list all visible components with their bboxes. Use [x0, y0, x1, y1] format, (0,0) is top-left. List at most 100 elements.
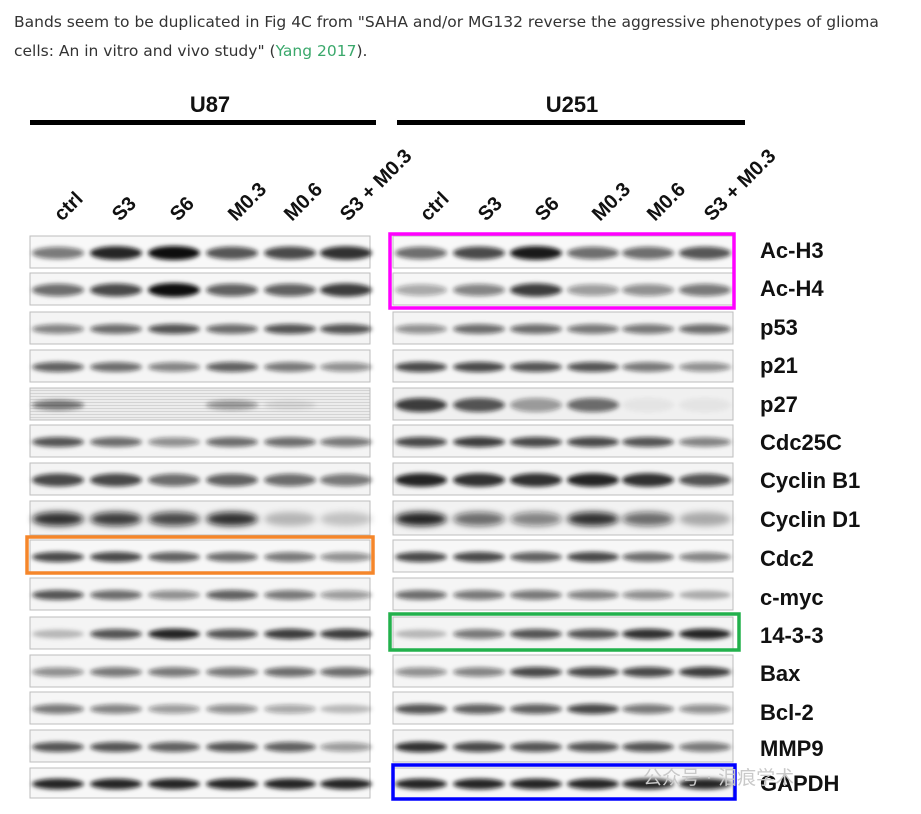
band [148, 742, 200, 752]
blot-strip-cyclin-d1 [392, 500, 734, 536]
band [453, 361, 505, 373]
band [622, 473, 674, 487]
band [90, 741, 142, 753]
band [679, 590, 731, 600]
band [453, 473, 505, 487]
band [206, 246, 258, 260]
watermark: 公众号 · 泪痕学术 [643, 767, 794, 789]
band [395, 473, 447, 487]
lane-label-u87: S6 [166, 193, 199, 226]
band [567, 703, 619, 715]
band [32, 629, 84, 639]
band [206, 324, 258, 334]
band [206, 590, 258, 600]
band [453, 324, 505, 334]
band [510, 246, 562, 260]
protein-label: Cyclin B1 [760, 468, 860, 493]
band [453, 246, 505, 260]
band [510, 590, 562, 600]
band [395, 703, 447, 715]
blot-strip-ac-h3 [392, 235, 734, 269]
protein-label: p53 [760, 315, 798, 340]
band [679, 704, 731, 714]
band [510, 512, 562, 526]
caption-text: Bands seem to be duplicated in Fig 4C fr… [14, 13, 879, 60]
band [264, 283, 316, 297]
band [264, 628, 316, 640]
band [320, 667, 372, 677]
band [320, 512, 372, 526]
band [264, 437, 316, 447]
citation-link[interactable]: Yang 2017 [275, 42, 357, 60]
blot-strip-c-myc [392, 577, 734, 611]
band [148, 512, 200, 526]
band [395, 324, 447, 334]
protein-label: p21 [760, 353, 798, 378]
band [206, 283, 258, 297]
band [453, 398, 505, 412]
band [32, 741, 84, 753]
blot-strip-p53 [392, 311, 734, 345]
protein-label: Cyclin D1 [760, 507, 860, 532]
band [510, 704, 562, 714]
band [320, 742, 372, 752]
band [32, 246, 84, 260]
band [395, 629, 447, 639]
band [32, 436, 84, 448]
blot-strip-p27 [29, 387, 371, 421]
band [622, 246, 674, 260]
band [679, 742, 731, 752]
band [90, 362, 142, 372]
caption: Bands seem to be duplicated in Fig 4C fr… [14, 8, 894, 66]
band [32, 324, 84, 334]
band [395, 361, 447, 373]
band [622, 590, 674, 600]
band [567, 551, 619, 563]
blot-strip-bax [29, 654, 372, 688]
band [567, 741, 619, 753]
band [567, 398, 619, 412]
band [453, 629, 505, 639]
group-label-u87: U87 [190, 92, 230, 117]
blot-strip-p53 [29, 311, 372, 345]
lane-label-u87: M0.6 [280, 179, 327, 226]
band [90, 437, 142, 447]
band [567, 512, 619, 526]
band [679, 552, 731, 562]
band [148, 283, 200, 297]
band [622, 284, 674, 296]
band [395, 667, 447, 677]
band [510, 666, 562, 678]
band [567, 284, 619, 296]
caption-text-end: ). [356, 42, 368, 60]
protein-label: Ac-H4 [760, 276, 824, 301]
band [148, 778, 200, 790]
band [453, 284, 505, 296]
band [567, 436, 619, 448]
band [622, 324, 674, 334]
blot-strip-p21 [29, 349, 372, 383]
band [395, 512, 447, 526]
band [90, 628, 142, 640]
band [567, 324, 619, 334]
lane-label-u87: S3 + M0.3 [336, 145, 416, 225]
band [395, 436, 447, 448]
band [90, 551, 142, 563]
highlight-box-orange [25, 535, 375, 575]
band [622, 398, 674, 412]
band [206, 473, 258, 487]
protein-label: Cdc2 [760, 546, 814, 571]
blot-strip-gapdh [29, 767, 372, 799]
band [264, 323, 316, 335]
band [510, 361, 562, 373]
band [320, 362, 372, 372]
highlight-box-green [388, 612, 741, 652]
lane-label-u87: M0.3 [224, 179, 271, 226]
protein-label: MMP9 [760, 736, 824, 761]
band [32, 778, 84, 790]
band [264, 590, 316, 600]
band [148, 362, 200, 372]
band [148, 552, 200, 562]
band [148, 323, 200, 335]
band [453, 436, 505, 448]
